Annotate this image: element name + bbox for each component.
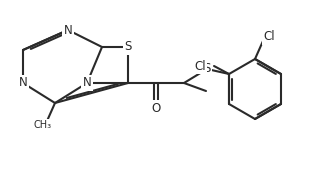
Text: O: O	[152, 101, 160, 115]
Text: Cl: Cl	[263, 30, 275, 44]
Text: N: N	[82, 76, 91, 90]
Text: N: N	[19, 76, 27, 90]
Text: N: N	[64, 24, 72, 36]
Text: Cl: Cl	[195, 59, 206, 73]
Text: S: S	[203, 62, 211, 76]
Text: S: S	[124, 41, 132, 53]
Text: CH₃: CH₃	[34, 120, 52, 130]
